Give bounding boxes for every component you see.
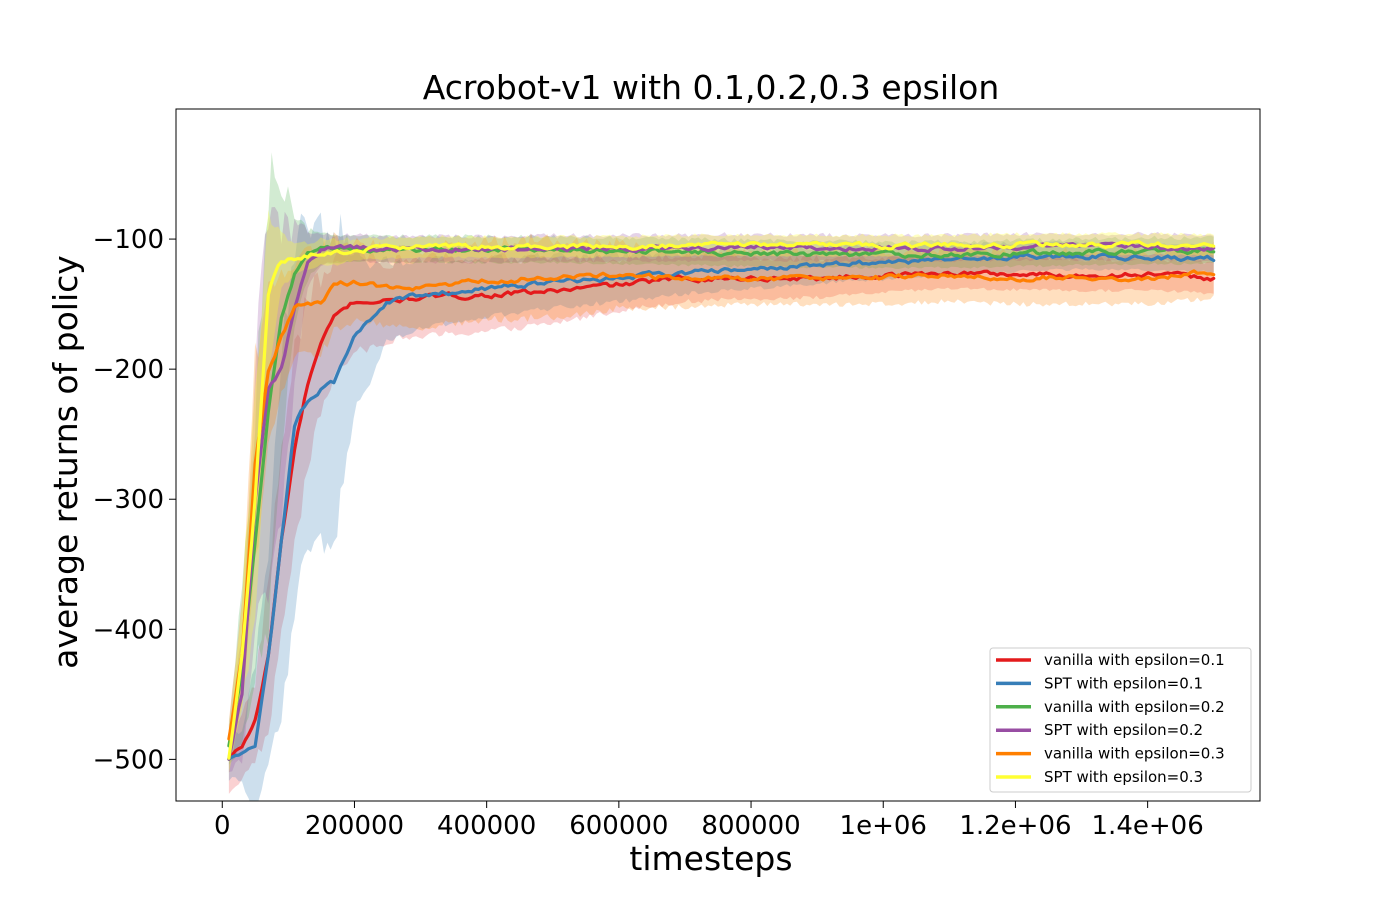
x-axis-label: timesteps <box>629 839 792 878</box>
line-series-5 <box>227 269 1216 741</box>
line-series-6 <box>227 239 1216 760</box>
y-axis-label: average returns of policy <box>46 255 85 669</box>
series-lines <box>227 239 1216 761</box>
y-tick-label: −300 <box>93 485 164 515</box>
x-tick-label: 1.4e+06 <box>1092 811 1204 841</box>
legend-label: vanilla with epsilon=0.1 <box>1044 651 1225 669</box>
legend-label: SPT with epsilon=0.2 <box>1044 721 1203 739</box>
legend-label: vanilla with epsilon=0.3 <box>1044 745 1225 763</box>
y-axis: −500 −400 −300 −200 −100 <box>93 225 176 775</box>
x-tick-label: 0 <box>214 811 231 841</box>
x-axis: 0 200000 400000 600000 800000 1e+06 1.2e+06 1.4… <box>214 801 1204 841</box>
legend-label: SPT with epsilon=0.3 <box>1044 768 1203 786</box>
legend-label: SPT with epsilon=0.1 <box>1044 674 1203 692</box>
y-tick-label: −400 <box>93 615 164 645</box>
chart-title: Acrobot-v1 with 0.1,0.2,0.3 epsilon <box>423 68 1000 107</box>
x-tick-label: 1.2e+06 <box>959 811 1071 841</box>
band-series-5 <box>228 232 1214 760</box>
legend: vanilla with epsilon=0.1 SPT with epsilon… <box>989 647 1252 793</box>
band-series-2 <box>228 212 1214 801</box>
x-tick-label: 800000 <box>701 811 800 841</box>
y-tick-label: −500 <box>93 745 164 775</box>
x-tick-label: 600000 <box>569 811 668 841</box>
x-tick-label: 1e+06 <box>840 811 927 841</box>
legend-box <box>989 647 1252 793</box>
legend-label: vanilla with epsilon=0.2 <box>1044 698 1225 716</box>
y-tick-label: −100 <box>93 225 164 255</box>
confidence-bands <box>228 152 1214 801</box>
band-series-1 <box>228 243 1214 794</box>
plot-frame <box>175 108 1261 802</box>
x-tick-label: 200000 <box>305 811 404 841</box>
x-tick-label: 400000 <box>437 811 536 841</box>
y-tick-label: −200 <box>93 355 164 385</box>
